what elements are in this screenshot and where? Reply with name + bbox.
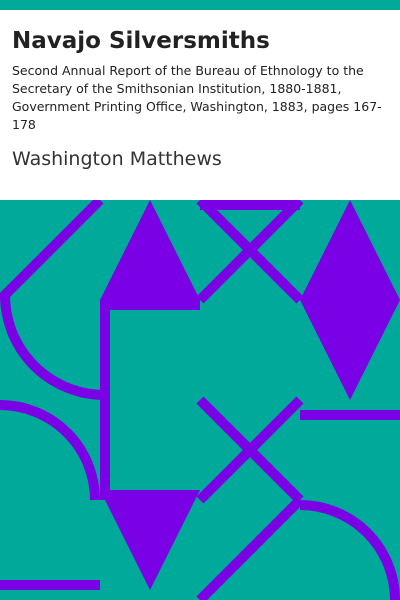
book-subtitle: Second Annual Report of the Bureau of Et…: [12, 63, 382, 132]
pattern-triangle-down: [100, 490, 200, 590]
pattern-triangle-up: [100, 200, 200, 300]
top-color-bar: [0, 0, 400, 10]
pattern-diamond: [300, 200, 400, 400]
cover-pattern: [0, 200, 400, 600]
book-title: Navajo Silversmiths: [12, 28, 270, 54]
book-author: Washington Matthews: [12, 148, 222, 170]
pattern-diagonal-top-left: [0, 200, 104, 304]
pattern-arc-left-top: [0, 294, 101, 400]
cover-header: Navajo Silversmiths Second Annual Report…: [0, 10, 400, 200]
pattern-x-bottom-b: [196, 396, 304, 504]
pattern-diagonal-bottom: [196, 496, 304, 600]
pattern-arc-right-bottom: [299, 500, 400, 600]
pattern-arc-left-bottom: [0, 400, 100, 501]
pattern-x-top-b: [196, 200, 304, 304]
